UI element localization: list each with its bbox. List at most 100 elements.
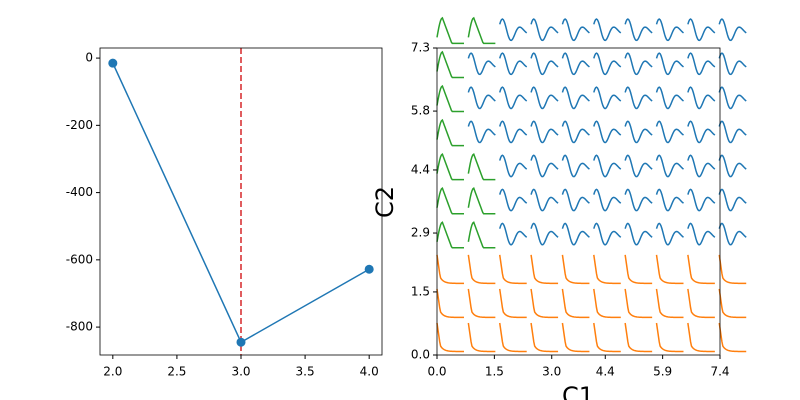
y-tick-label: -200: [66, 118, 93, 132]
glyph: [561, 18, 590, 42]
glyph: [687, 288, 715, 319]
glyph: [718, 120, 747, 144]
glyph: [498, 288, 527, 319]
glyph: [499, 120, 528, 144]
glyph: [499, 154, 528, 178]
glyph: [687, 254, 715, 285]
glyph: [718, 254, 747, 285]
glyph: [561, 52, 590, 76]
glyph: [655, 154, 684, 178]
glyph: [436, 50, 464, 79]
glyph: [530, 120, 559, 144]
glyph: [593, 322, 621, 353]
glyph: [593, 18, 622, 42]
x-tick-label: 3.5: [296, 365, 315, 379]
glyph: [655, 322, 684, 353]
glyph: [593, 86, 622, 110]
y-tick-label: 0: [85, 51, 93, 65]
glyph: [467, 187, 496, 215]
y-tick-label: 5.8: [411, 104, 430, 118]
glyph: [561, 154, 590, 178]
glyph: [530, 188, 559, 212]
glyph: [718, 322, 747, 353]
x-tick-label: 0.0: [427, 365, 446, 379]
glyph: [436, 322, 465, 353]
point: [108, 58, 118, 68]
glyph: [467, 16, 496, 45]
glyph: [561, 188, 590, 212]
glyph: [499, 52, 528, 76]
glyph: [530, 288, 559, 319]
glyph: [593, 254, 621, 285]
glyph: [498, 254, 527, 285]
glyph: [593, 222, 622, 246]
glyph: [499, 188, 528, 212]
glyph: [467, 221, 496, 249]
glyph: [655, 52, 684, 76]
y-tick-label: 0.0: [411, 348, 430, 362]
glyph: [530, 52, 559, 76]
x-axis-label: C1: [562, 382, 594, 400]
glyph: [561, 222, 590, 246]
glyph: [499, 86, 528, 110]
glyph: [467, 152, 496, 181]
point: [236, 337, 246, 347]
glyph: [687, 322, 715, 353]
glyph: [436, 16, 464, 45]
x-tick-label: 5.9: [653, 365, 672, 379]
axes-frame: [436, 47, 721, 356]
glyph: [687, 154, 716, 178]
glyph: [436, 254, 465, 285]
glyph: [718, 288, 747, 319]
point: [364, 264, 374, 274]
glyph: [687, 222, 716, 246]
glyph: [530, 18, 559, 42]
x-tick-label: 2.5: [167, 365, 186, 379]
glyph: [718, 52, 747, 76]
y-tick-label: -800: [66, 320, 93, 334]
glyph: [593, 154, 622, 178]
glyph: [624, 18, 653, 42]
x-tick-label: 1.5: [485, 365, 504, 379]
x-tick-label: 2.0: [103, 365, 122, 379]
y-tick-label: -400: [66, 185, 93, 199]
glyph: [624, 52, 653, 76]
glyph: [687, 86, 716, 110]
glyph: [718, 154, 747, 178]
glyph: [561, 86, 590, 110]
glyph: [655, 188, 684, 212]
glyph: [499, 222, 528, 246]
glyph: [530, 254, 559, 285]
glyph: [655, 18, 684, 42]
glyph: [718, 222, 747, 246]
glyph: [655, 86, 684, 110]
glyph: [530, 154, 559, 178]
x-tick-label: 4.4: [596, 365, 615, 379]
glyph: [561, 288, 590, 319]
glyph: [655, 254, 684, 285]
glyph: [467, 254, 496, 285]
glyph: [530, 322, 559, 353]
glyph: [718, 86, 747, 110]
glyph: [687, 188, 716, 212]
glyph: [436, 84, 464, 113]
glyph: [561, 254, 590, 285]
glyph: [624, 254, 653, 285]
glyph: [624, 86, 653, 110]
glyph: [687, 52, 716, 76]
glyph: [718, 188, 747, 212]
glyph: [436, 187, 464, 215]
glyph: [718, 18, 747, 42]
glyph: [436, 221, 464, 249]
glyph: [436, 118, 464, 147]
glyph: [467, 52, 496, 76]
glyph: [593, 120, 622, 144]
glyph: [561, 322, 590, 353]
glyph: [467, 120, 496, 144]
y-tick-label: 1.5: [411, 284, 430, 298]
glyph: [498, 322, 527, 353]
glyph: [467, 86, 496, 110]
glyph: [624, 188, 653, 212]
x-tick-label: 3.0: [231, 365, 250, 379]
glyph: [687, 120, 716, 144]
